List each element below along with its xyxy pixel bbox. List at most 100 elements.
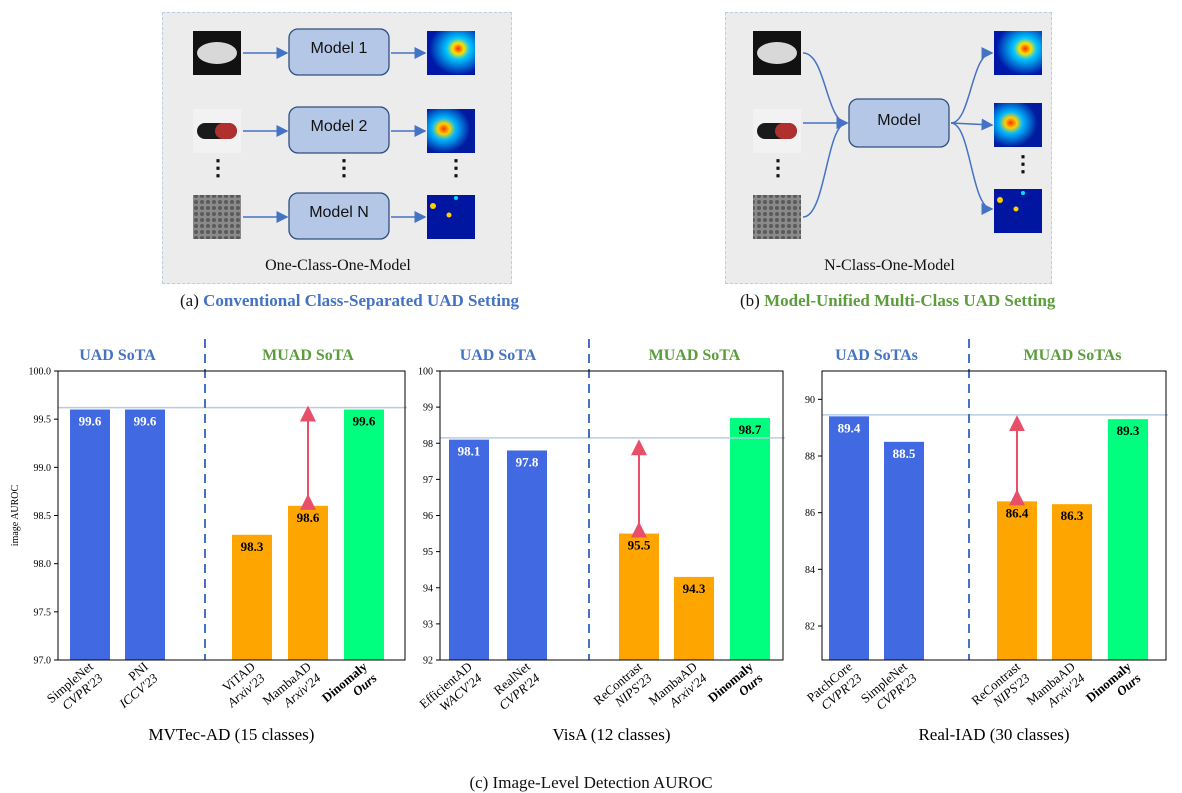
vertical-dots: ⋮ bbox=[333, 155, 355, 180]
heatmap-n bbox=[994, 189, 1042, 233]
method-name: RealNet bbox=[491, 659, 534, 698]
method-venue: Arxiv'24 bbox=[666, 670, 710, 711]
model-2-box bbox=[288, 106, 390, 154]
bar-ours bbox=[344, 409, 384, 660]
heatmap-1 bbox=[427, 31, 475, 75]
caption-b-text: Model-Unified Multi-Class UAD Setting bbox=[764, 291, 1056, 310]
method-name: Dinomaly bbox=[319, 658, 371, 705]
input-capsule-image bbox=[753, 109, 801, 153]
y-tick-label: 90 bbox=[805, 395, 815, 406]
method-name: MambaAD bbox=[1023, 659, 1077, 708]
bar-value-label: 99.6 bbox=[79, 414, 102, 429]
y-tick-label: 88 bbox=[805, 452, 815, 463]
heatmap-2 bbox=[994, 103, 1042, 147]
y-tick-label: 97.5 bbox=[34, 607, 52, 618]
y-tick-label: 92 bbox=[423, 656, 433, 667]
y-tick-label: 99.0 bbox=[34, 463, 52, 474]
caption-a-prefix: (a) bbox=[180, 291, 199, 310]
method-venue: Arxiv'23 bbox=[224, 670, 268, 711]
bar-value-label: 99.6 bbox=[134, 414, 157, 429]
method-venue: WACV'24 bbox=[436, 670, 485, 714]
y-tick-label: 99.5 bbox=[34, 415, 52, 426]
method-name: SimpleNet bbox=[44, 659, 97, 706]
method-name: ReContrast bbox=[968, 659, 1023, 708]
method-name: SimpleNet bbox=[858, 659, 911, 706]
method-name: EfficientAD bbox=[416, 659, 475, 712]
y-tick-label: 96 bbox=[423, 511, 433, 522]
method-venue: NIPS'23 bbox=[611, 670, 655, 710]
method-name: ReContrast bbox=[590, 659, 645, 708]
bar-value-label: 99.6 bbox=[353, 414, 376, 429]
y-tick-label: 93 bbox=[423, 619, 433, 630]
y-tick-label: 97 bbox=[423, 475, 433, 486]
y-tick-label: 100 bbox=[418, 367, 433, 378]
y-tick-label: 95 bbox=[423, 547, 433, 558]
y-tick-label: 86 bbox=[805, 508, 815, 519]
method-venue: CVPR'23 bbox=[873, 670, 920, 713]
bar-uad bbox=[449, 439, 489, 660]
bar-muad bbox=[997, 501, 1037, 660]
y-tick-label: 94 bbox=[423, 583, 433, 594]
method-venue: CVPR'23 bbox=[59, 670, 106, 713]
vertical-dots: ⋮ bbox=[207, 155, 229, 180]
model-box bbox=[848, 98, 950, 148]
input-pill-image bbox=[193, 31, 241, 75]
panel-a-diagram: Model 1 Model 2 Model N ⋮ ⋮ ⋮ One-Class-… bbox=[162, 12, 512, 284]
vertical-dots: ⋮ bbox=[445, 155, 467, 180]
panel-a-label: One-Class-One-Model bbox=[265, 257, 411, 274]
y-tick-label: 97.0 bbox=[34, 656, 52, 667]
input-pill-image bbox=[753, 31, 801, 75]
method-name: Dinomaly bbox=[1083, 658, 1135, 705]
bar-ours bbox=[1108, 419, 1148, 660]
y-tick-label: 82 bbox=[805, 622, 815, 633]
method-name: PatchCore bbox=[804, 659, 855, 705]
method-venue: ICCV'23 bbox=[115, 670, 161, 712]
bar-uad bbox=[70, 409, 110, 660]
method-venue: NIPS'23 bbox=[989, 670, 1033, 710]
caption-a: (a) Conventional Class-Separated UAD Set… bbox=[180, 291, 519, 311]
caption-b-prefix: (b) bbox=[740, 291, 760, 310]
panel-b-label: N-Class-One-Model bbox=[824, 257, 955, 274]
input-capsule-image bbox=[193, 109, 241, 153]
method-venue: CVPR'24 bbox=[496, 670, 543, 713]
y-tick-label: 98.5 bbox=[34, 511, 52, 522]
chart-title: Real-IAD (30 classes) bbox=[918, 725, 1069, 744]
panel-b-svg bbox=[753, 31, 1042, 239]
caption-a-text: Conventional Class-Separated UAD Setting bbox=[203, 291, 520, 310]
y-tick-label: 84 bbox=[805, 565, 815, 576]
bar-value-label: 89.4 bbox=[838, 420, 861, 435]
model-label: Model bbox=[877, 112, 921, 129]
caption-b: (b) Model-Unified Multi-Class UAD Settin… bbox=[740, 291, 1055, 311]
y-tick-label: 99 bbox=[423, 403, 433, 414]
y-tick-label: 98.0 bbox=[34, 559, 52, 570]
bar-ours bbox=[730, 417, 770, 660]
plot-frame bbox=[439, 370, 784, 661]
group-label-muad: MUAD SoTA bbox=[649, 347, 741, 364]
method-name: ViTAD bbox=[219, 659, 258, 695]
bar-uad bbox=[884, 441, 924, 660]
bar-value-label: 98.1 bbox=[458, 444, 481, 459]
heatmap-1 bbox=[994, 31, 1042, 75]
bar-muad bbox=[619, 533, 659, 660]
bar-value-label: 98.7 bbox=[739, 422, 762, 437]
group-label-muad: MUAD SoTAs bbox=[1024, 347, 1122, 364]
y-tick-label: 98 bbox=[423, 439, 433, 450]
model-1-box bbox=[288, 28, 390, 76]
model-n-box bbox=[288, 192, 390, 240]
bar-value-label: 88.5 bbox=[893, 446, 916, 461]
vertical-dots: ⋮ bbox=[767, 155, 789, 180]
method-venue: Arxiv'24 bbox=[1044, 670, 1088, 711]
bar-value-label: 97.8 bbox=[516, 454, 539, 469]
method-name: MambaAD bbox=[645, 659, 699, 708]
chart-title: VisA (12 classes) bbox=[553, 725, 671, 744]
method-venue: CVPR'23 bbox=[818, 670, 865, 713]
